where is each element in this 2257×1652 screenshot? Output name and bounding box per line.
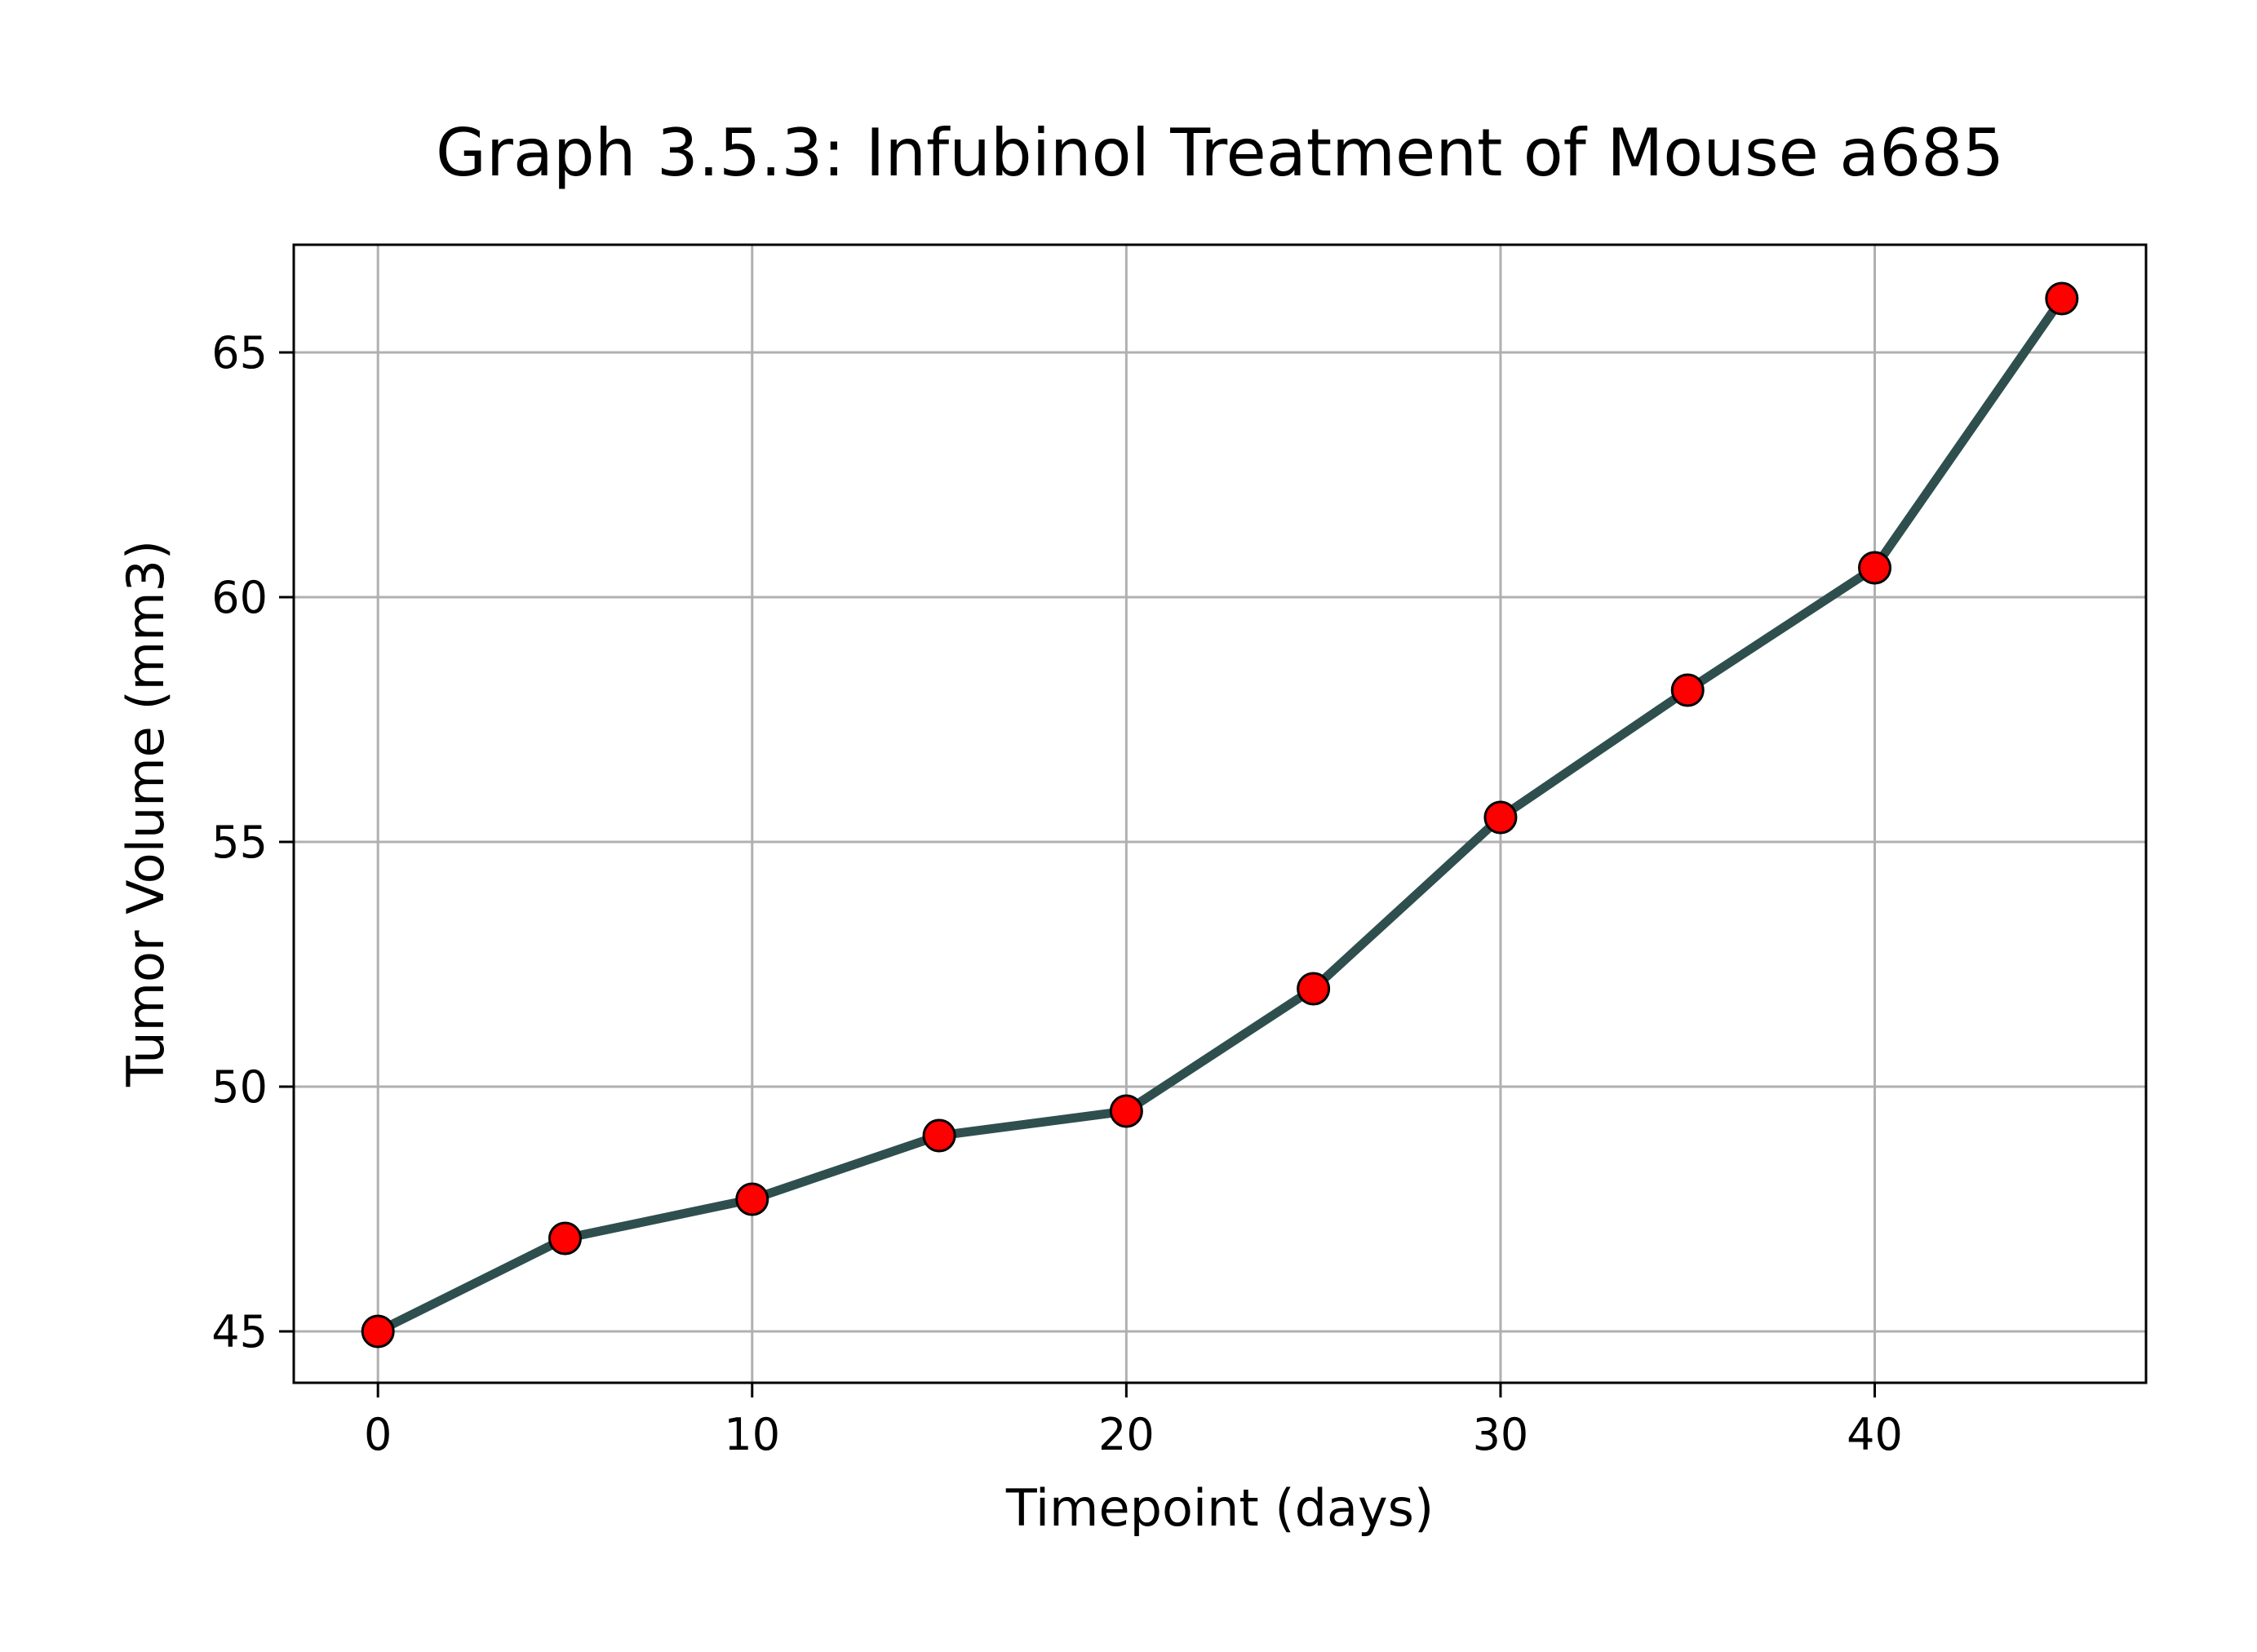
axis-ticks xyxy=(279,351,1877,1397)
x-tick-label: 0 xyxy=(364,1409,392,1460)
y-tick-label: 50 xyxy=(211,1061,268,1113)
tick-labels: 0 10 20 30 40 45 50 55 60 65 xyxy=(211,327,1903,1460)
x-tick-label: 20 xyxy=(1098,1409,1155,1460)
plot-frame xyxy=(292,243,2148,1384)
data-point xyxy=(361,1314,395,1349)
x-tick-label: 40 xyxy=(1847,1409,1903,1460)
y-axis-label: Tumor Volume (mm3) xyxy=(116,540,175,1087)
series-group xyxy=(361,281,2079,1349)
data-point xyxy=(1297,972,1331,1006)
data-point xyxy=(2045,281,2079,316)
data-point xyxy=(735,1182,769,1216)
x-axis-label: Timepoint (days) xyxy=(1005,1478,1434,1538)
data-point xyxy=(1858,551,1892,585)
chart-title: Graph 3.5.3: Infubinol Treatment of Mous… xyxy=(436,115,2004,191)
data-point xyxy=(1670,673,1705,707)
x-tick-label: 10 xyxy=(724,1409,780,1460)
y-tick-label: 65 xyxy=(211,327,268,379)
series-line xyxy=(373,294,2067,1336)
data-point xyxy=(1483,800,1518,835)
y-tick-label: 55 xyxy=(211,817,268,868)
data-point xyxy=(922,1118,956,1153)
data-point xyxy=(1109,1094,1143,1128)
x-tick-label: 30 xyxy=(1473,1409,1529,1460)
grid-lines xyxy=(294,245,2146,1383)
y-tick-label: 60 xyxy=(211,572,268,623)
y-tick-label: 45 xyxy=(211,1306,268,1357)
data-point xyxy=(548,1221,582,1256)
